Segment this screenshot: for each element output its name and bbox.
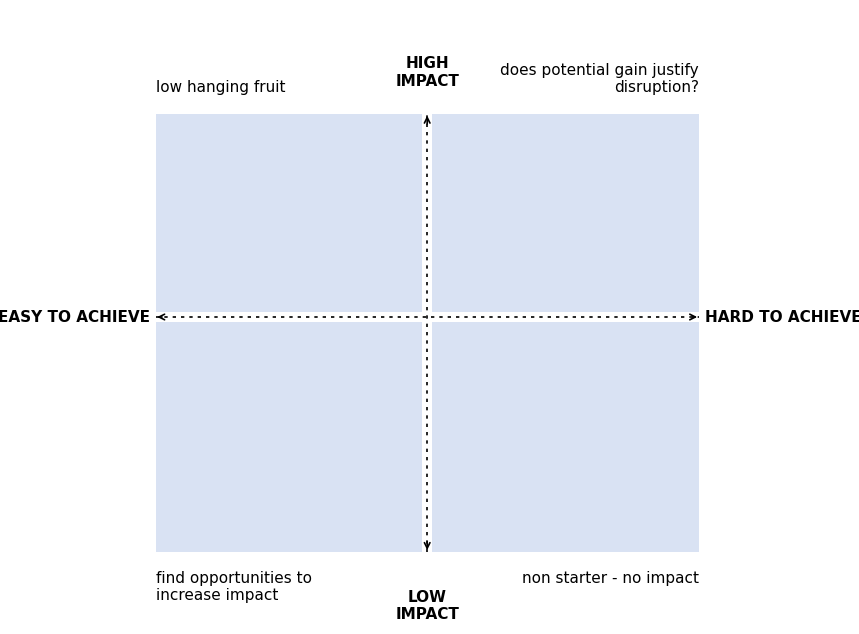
Text: non starter - no impact: non starter - no impact	[521, 571, 698, 586]
Text: low hanging fruit: low hanging fruit	[155, 80, 285, 95]
Text: does potential gain justify
disruption?: does potential gain justify disruption?	[500, 63, 698, 95]
Text: EASY TO ACHIEVE: EASY TO ACHIEVE	[0, 309, 149, 325]
Text: HIGH
IMPACT: HIGH IMPACT	[395, 56, 459, 89]
Bar	[432, 322, 698, 552]
Text: HARD TO ACHIEVE: HARD TO ACHIEVE	[705, 309, 859, 325]
Text: LOW
IMPACT: LOW IMPACT	[395, 590, 459, 622]
Bar	[155, 114, 423, 312]
Bar	[155, 322, 423, 552]
Text: find opportunities to
increase impact: find opportunities to increase impact	[155, 571, 312, 603]
Bar	[432, 114, 698, 312]
